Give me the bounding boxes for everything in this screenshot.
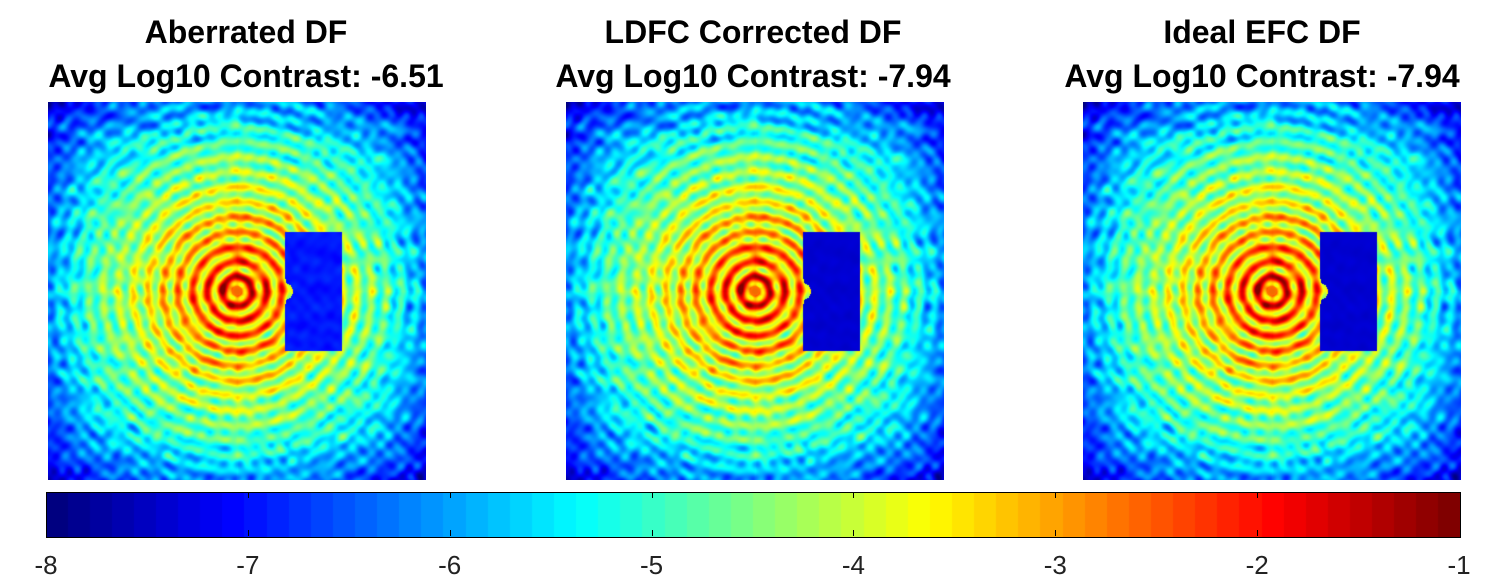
- panel-contrast: Avg Log10 Contrast: -7.94: [555, 58, 951, 94]
- colorbar-tick-mark: [853, 530, 855, 536]
- intensity-map: [566, 102, 944, 480]
- colorbar-tick-mark: [651, 530, 653, 536]
- colorbar-tick-label: -8: [34, 550, 58, 580]
- colorbar-tick-mark: [449, 530, 451, 536]
- panel-title: Ideal EFC DF: [1163, 14, 1361, 50]
- colorbar-tick-label: -3: [1043, 550, 1067, 580]
- panel-ideal-efc: Ideal EFC DF Avg Log10 Contrast: -7.94: [1022, 0, 1502, 490]
- panel-title: LDFC Corrected DF: [604, 14, 902, 50]
- colorbar: [46, 492, 1461, 538]
- panel-contrast: Avg Log10 Contrast: -7.94: [1064, 58, 1460, 94]
- colorbar-tick-label: -4: [841, 550, 865, 580]
- panel-aberrated: Aberrated DF Avg Log10 Contrast: -6.51: [6, 0, 486, 490]
- colorbar-tick-mark: [247, 530, 249, 536]
- colorbar-tick-label: -2: [1245, 550, 1269, 580]
- panel-title: Aberrated DF: [144, 14, 348, 50]
- colorbar-tick-mark: [651, 492, 653, 498]
- panel-contrast: Avg Log10 Contrast: -6.51: [48, 58, 444, 94]
- intensity-map: [1083, 102, 1461, 480]
- intensity-map: [48, 102, 426, 480]
- colorbar-tick-mark: [1257, 530, 1259, 536]
- colorbar-tick-mark: [1257, 492, 1259, 498]
- colorbar-tick-mark: [449, 492, 451, 498]
- colorbar-tick-mark: [853, 492, 855, 498]
- colorbar-tick-label: -7: [236, 550, 260, 580]
- colorbar-tick-mark: [247, 492, 249, 498]
- panel-ldfc-corrected: LDFC Corrected DF Avg Log10 Contrast: -7…: [513, 0, 993, 490]
- colorbar-tick-mark: [1055, 492, 1057, 498]
- colorbar-tick-label: -5: [640, 550, 664, 580]
- colorbar-tick-label: -1: [1447, 550, 1471, 580]
- colorbar-tick-mark: [1055, 530, 1057, 536]
- colorbar-tick-label: -6: [438, 550, 462, 580]
